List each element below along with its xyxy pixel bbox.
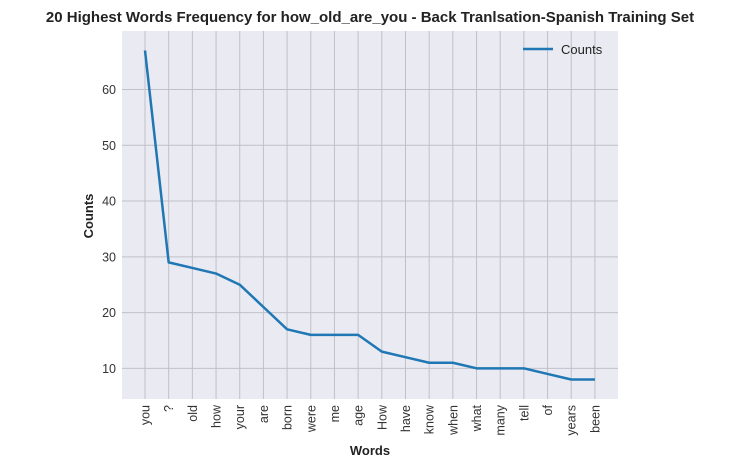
- x-tick-label: you: [139, 405, 153, 425]
- x-tick-label: me: [328, 405, 342, 422]
- x-tick-label: when: [446, 405, 460, 436]
- x-tick-label: of: [541, 404, 555, 415]
- x-tick-label: born: [281, 405, 295, 430]
- y-tick-label: 30: [102, 250, 116, 264]
- x-tick-label: been: [588, 405, 602, 433]
- x-tick-label: ?: [162, 405, 176, 412]
- x-tick-label: were: [304, 405, 318, 433]
- x-tick-label: are: [257, 405, 271, 423]
- y-axis-label: Counts: [81, 194, 96, 239]
- legend-label: Counts: [561, 42, 603, 57]
- series-line-counts: [143, 50, 595, 381]
- x-tick-label: your: [233, 405, 247, 429]
- y-tick-label: 50: [102, 139, 116, 153]
- x-tick-label: tell: [517, 405, 531, 421]
- x-tick-label: old: [186, 405, 200, 422]
- x-tick-label: age: [352, 405, 366, 426]
- x-tick-labels: you? old how your are born were me age How have kno…: [139, 404, 603, 436]
- x-tick-label: have: [399, 405, 413, 432]
- chart-title: 20 Highest Words Frequency for how_old_a…: [46, 9, 694, 26]
- x-tick-label: know: [423, 404, 437, 434]
- x-tick-label: what: [470, 404, 484, 432]
- x-tick-label: how: [210, 404, 224, 428]
- y-tick-label: 40: [102, 195, 116, 209]
- y-tick-label: 20: [102, 306, 116, 320]
- y-tick-label: 60: [102, 83, 116, 97]
- x-tick-label: years: [565, 405, 579, 436]
- x-tick-label: How: [375, 404, 389, 430]
- y-tick-labels: 10 20 30 40 50 60: [102, 83, 116, 376]
- y-tick-label: 10: [102, 362, 116, 376]
- legend: Counts: [523, 42, 603, 57]
- x-tick-label: many: [494, 404, 508, 435]
- grid: [122, 31, 618, 399]
- x-axis-label: Words: [350, 443, 390, 458]
- plot-area: [122, 31, 618, 399]
